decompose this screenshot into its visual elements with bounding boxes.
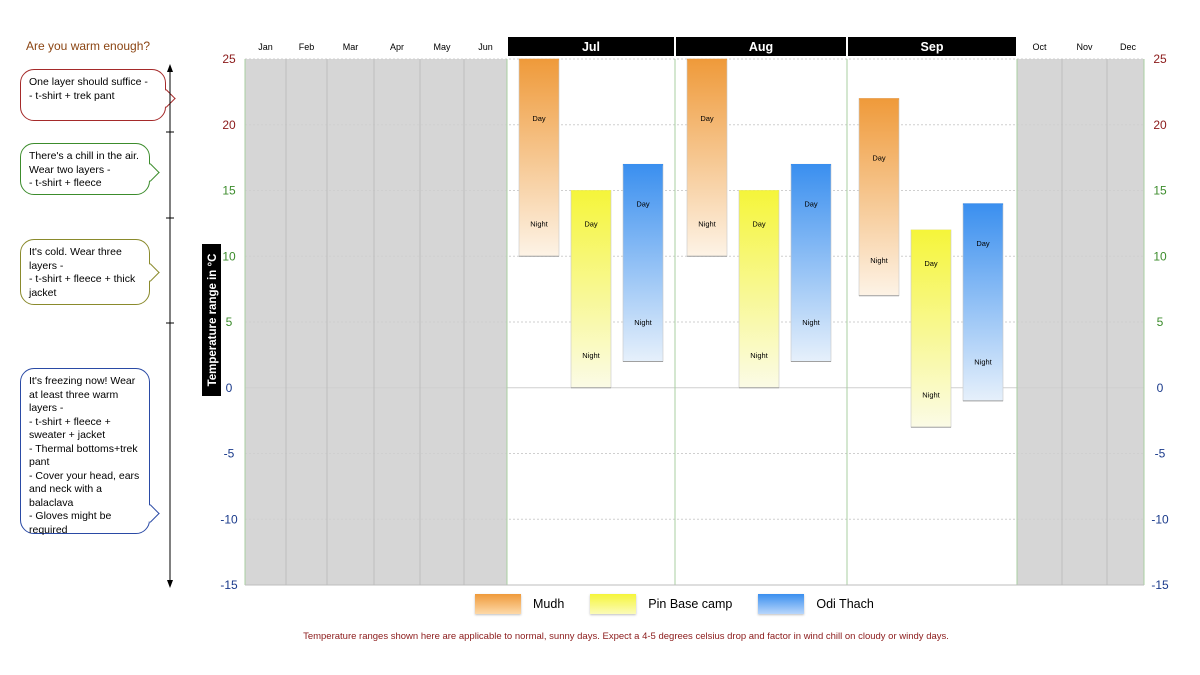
legend-swatch-odi-thach — [758, 594, 805, 614]
callout-freezing: It's freezing now! Wear at least three w… — [20, 368, 150, 536]
range-bar — [738, 190, 780, 389]
day-label: Day — [584, 219, 598, 228]
y-axis-title-bg — [202, 244, 221, 396]
month-header-label: Jul — [582, 40, 600, 54]
y-tick-label-right: 25 — [1153, 52, 1167, 66]
legend-swatch-pin-base-camp — [590, 594, 637, 614]
legend-item-pin-base-camp: Pin Base camp — [590, 594, 732, 614]
side-scale-arrow-bottom — [167, 580, 173, 588]
night-label: Night — [634, 318, 652, 327]
month-header-label: Jun — [478, 42, 493, 52]
range-bar — [858, 98, 900, 296]
callout-two-layers: There's a chill in the air. Wear two lay… — [20, 143, 150, 195]
legend-item-mudh: Mudh — [475, 594, 564, 614]
day-label: Day — [872, 154, 886, 163]
day-label: Day — [804, 200, 818, 209]
y-tick-label-right: 0 — [1157, 381, 1164, 395]
callout-one-layer: One layer should suffice - - t-shirt + t… — [20, 69, 166, 121]
y-tick-label-left: 20 — [222, 118, 236, 132]
y-tick-label-left: 15 — [222, 184, 236, 198]
y-tick-label-left: 10 — [222, 249, 236, 263]
month-header-label: Mar — [343, 42, 359, 52]
y-tick-label-left: 5 — [226, 315, 233, 329]
night-label: Night — [802, 318, 820, 327]
y-tick-label-right: 20 — [1153, 118, 1167, 132]
month-header-label: Feb — [299, 42, 315, 52]
month-header-bg — [676, 37, 846, 56]
temperature-chart: Day Night Day Night Day Night Day Night Day Night… — [166, 37, 1169, 592]
night-label: Night — [582, 351, 600, 360]
night-label: Night — [974, 357, 992, 366]
month-header-bg — [848, 37, 1016, 56]
side-title: Are you warm enough? — [26, 39, 151, 53]
range-bar — [962, 203, 1004, 402]
y-tick-label-left: -5 — [224, 447, 235, 461]
month-header-label: Jan — [258, 42, 273, 52]
month-header-label: Sep — [921, 40, 944, 54]
night-label: Night — [698, 219, 716, 228]
month-header-label: May — [433, 42, 451, 52]
night-label: Night — [750, 351, 768, 360]
range-bar — [622, 163, 664, 362]
footnote: Temperature ranges shown here are applic… — [303, 631, 949, 642]
y-tick-label-left: -10 — [220, 512, 238, 526]
range-bar — [910, 229, 952, 428]
month-header-label: Nov — [1076, 42, 1093, 52]
y-tick-label-right: 15 — [1153, 184, 1167, 198]
month-header-label: Apr — [390, 42, 404, 52]
range-bar — [790, 163, 832, 362]
day-label: Day — [532, 114, 546, 123]
y-tick-label-right: -5 — [1155, 447, 1166, 461]
y-axis-title-label: Temperature range in °C — [207, 254, 219, 387]
legend: Mudh Pin Base camp Odi Thach — [475, 594, 900, 614]
month-header-label: Dec — [1120, 42, 1137, 52]
day-label: Day — [924, 259, 938, 268]
day-label: Day — [636, 200, 650, 209]
y-tick-label-left: -15 — [220, 578, 238, 592]
night-label: Night — [870, 256, 888, 265]
y-tick-label-right: -15 — [1151, 578, 1169, 592]
range-bar — [570, 190, 612, 389]
legend-label-odi-thach: Odi Thach — [816, 597, 874, 611]
y-axis-title: Temperature range in °C — [202, 244, 221, 396]
day-label: Day — [752, 219, 766, 228]
y-tick-label-right: -10 — [1151, 512, 1169, 526]
side-scale-arrow-top — [167, 64, 173, 72]
legend-swatch-mudh — [475, 594, 521, 614]
day-label: Day — [976, 239, 990, 248]
y-tick-label-left: 25 — [222, 52, 236, 66]
month-header-bg — [508, 37, 674, 56]
day-label: Day — [700, 114, 714, 123]
night-label: Night — [922, 390, 940, 399]
month-header-label: Oct — [1032, 42, 1047, 52]
legend-label-mudh: Mudh — [533, 597, 565, 611]
legend-item-odi-thach: Odi Thach — [758, 594, 874, 614]
callout-three-layers: It's cold. Wear three layers - - t-shirt… — [20, 239, 150, 305]
legend-label-pin-base-camp: Pin Base camp — [648, 597, 733, 611]
y-tick-label-right: 10 — [1153, 249, 1167, 263]
y-tick-label-right: 5 — [1157, 315, 1164, 329]
month-header-label: Aug — [749, 40, 773, 54]
y-tick-label-left: 0 — [226, 381, 233, 395]
night-label: Night — [530, 219, 548, 228]
